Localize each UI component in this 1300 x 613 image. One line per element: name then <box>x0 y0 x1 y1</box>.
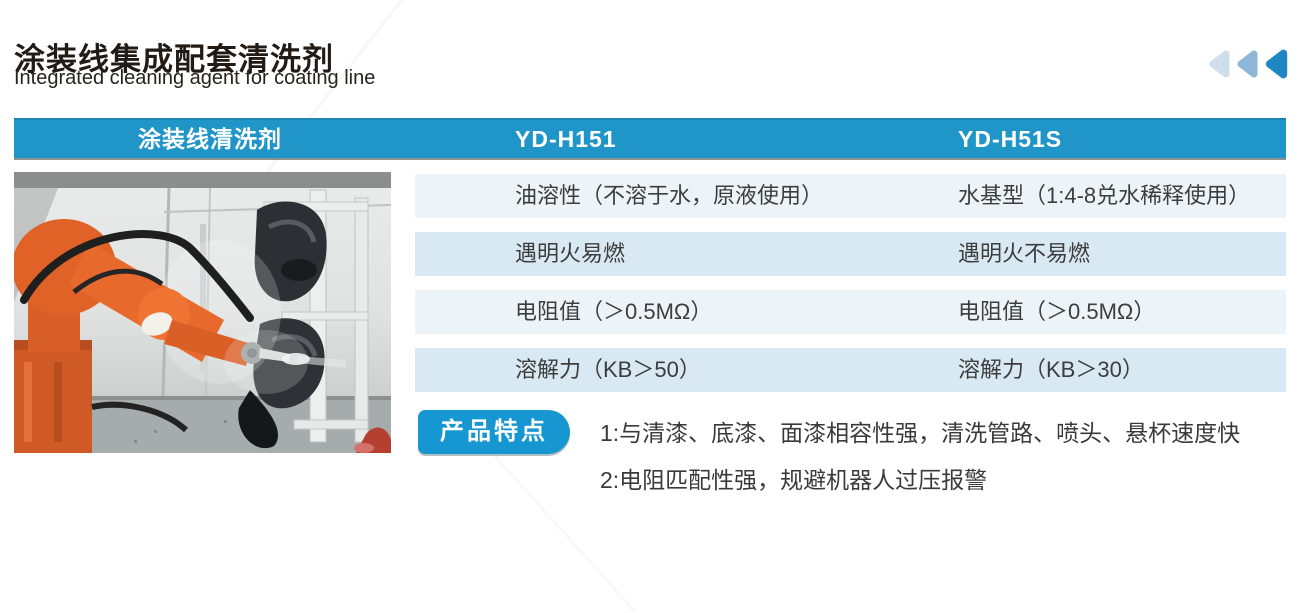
column-header-yd-h151: YD-H151 <box>515 126 617 152</box>
page-title: 涂装线集成配套清洗剂 <box>14 41 334 77</box>
booth-photo <box>14 172 391 453</box>
table-row: 油溶性（不溶于水，原液使用） 水基型（1:4-8兑水稀释使用） <box>415 174 1286 218</box>
triangle-left-icon <box>1209 50 1230 78</box>
column-header-product: 涂装线清洗剂 <box>138 126 282 152</box>
table-row: 溶解力（KB＞50） 溶解力（KB＞30） <box>415 348 1286 392</box>
cell-yd-h51s-solubility: 水基型（1:4-8兑水稀释使用） <box>958 183 1251 208</box>
triangle-left-icon <box>1237 50 1258 78</box>
feature-item: 1:与清漆、底漆、面漆相容性强，清洗管路、喷头、悬杯速度快 <box>600 420 1241 446</box>
product-features-list: 1:与清漆、底漆、面漆相容性强，清洗管路、喷头、悬杯速度快 2:电阻匹配性强，规… <box>600 410 1240 504</box>
table-header-row: 涂装线清洗剂 YD-H151 YD-H51S <box>14 118 1286 158</box>
feature-item: 2:电阻匹配性强，规避机器人过压报警 <box>600 467 988 493</box>
cell-yd-h51s-dissolving-power: 溶解力（KB＞30） <box>958 357 1144 382</box>
decor-arrows <box>1208 48 1288 80</box>
column-header-yd-h51s: YD-H51S <box>958 126 1063 152</box>
cell-yd-h51s-flammability: 遇明火不易燃 <box>958 241 1091 266</box>
page-subtitle: Integrated cleaning agent for coating li… <box>14 67 376 89</box>
table-row: 遇明火易燃 遇明火不易燃 <box>415 232 1286 276</box>
triangle-left-icon <box>1265 49 1288 79</box>
table-row: 电阻值（＞0.5MΩ） 电阻值（＞0.5MΩ） <box>415 290 1286 334</box>
cell-yd-h151-dissolving-power: 溶解力（KB＞50） <box>515 357 701 382</box>
cell-yd-h151-solubility: 油溶性（不溶于水，原液使用） <box>515 183 824 208</box>
cell-yd-h51s-resistance: 电阻值（＞0.5MΩ） <box>958 299 1156 324</box>
paint-booth-robot-illustration <box>14 172 391 453</box>
product-features-badge: 产品特点 <box>418 410 570 454</box>
cell-yd-h151-resistance: 电阻值（＞0.5MΩ） <box>515 299 713 324</box>
cell-yd-h151-flammability: 遇明火易燃 <box>515 241 626 266</box>
